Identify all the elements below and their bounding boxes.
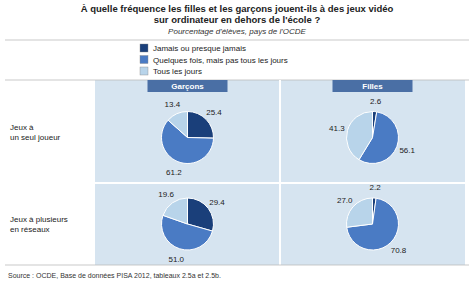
row-label-line: Jeux à — [10, 123, 34, 132]
data-label: 70.8 — [391, 246, 407, 255]
chart: À quelle fréquence les filles et les gar… — [0, 0, 474, 287]
separator — [5, 40, 469, 41]
background — [0, 0, 474, 287]
pie-slice — [347, 198, 399, 250]
separator — [5, 265, 469, 266]
title-line: À quelle fréquence les filles et les gar… — [81, 3, 394, 14]
data-label: 13.4 — [165, 100, 181, 109]
data-label: 29.4 — [209, 198, 225, 207]
subtitle: Pourcentage d'élèves, pays de l'OCDE — [168, 27, 306, 36]
title: À quelle fréquence les filles et les gar… — [81, 3, 394, 25]
column-header — [333, 80, 413, 92]
legend-swatch — [140, 56, 148, 64]
data-label: 27.0 — [337, 196, 353, 205]
row-label-line: en réseaux — [10, 225, 50, 234]
legend-label: Quelques fois, mais pas tous les jours — [153, 56, 288, 65]
data-label: 19.6 — [158, 190, 174, 199]
cell-background — [280, 183, 465, 265]
legend-label: Jamais ou presque jamais — [153, 44, 246, 53]
pie-slice — [163, 198, 188, 224]
cell-background — [280, 80, 465, 183]
data-label: 2.2 — [369, 183, 381, 192]
row-label-line: Jeux à plusieurs — [10, 215, 68, 224]
data-label: 56.1 — [399, 146, 415, 155]
row-label: Jeux à plusieursen réseaux — [10, 215, 68, 234]
data-label: 51.0 — [168, 255, 184, 264]
column-header — [148, 80, 228, 92]
pie — [347, 198, 399, 250]
pie-slice — [347, 112, 373, 160]
row-divider — [5, 182, 469, 184]
pie-slice — [168, 112, 187, 138]
data-label: 25.4 — [206, 108, 222, 117]
pie — [162, 198, 214, 250]
column-label: Filles — [362, 82, 383, 91]
title-line: sur ordinateur en dehors de l'école ? — [154, 14, 321, 25]
cell-background — [95, 183, 280, 265]
column-label: Garçons — [171, 82, 204, 91]
pie — [162, 112, 214, 164]
legend-swatch — [140, 44, 148, 52]
pie — [347, 112, 399, 164]
data-label: 41.3 — [329, 124, 345, 133]
source: Source : OCDE, Base de données PISA 2012… — [8, 272, 221, 279]
column-divider — [279, 80, 281, 265]
data-label: 2.6 — [370, 97, 382, 106]
row-label: Jeux àun seul joueur — [10, 123, 61, 142]
data-label: 61.2 — [166, 168, 182, 177]
legend-swatch — [140, 67, 148, 75]
row-label-line: un seul joueur — [10, 133, 61, 142]
cell-background — [95, 80, 280, 183]
legend-label: Tous les jours — [153, 67, 202, 76]
